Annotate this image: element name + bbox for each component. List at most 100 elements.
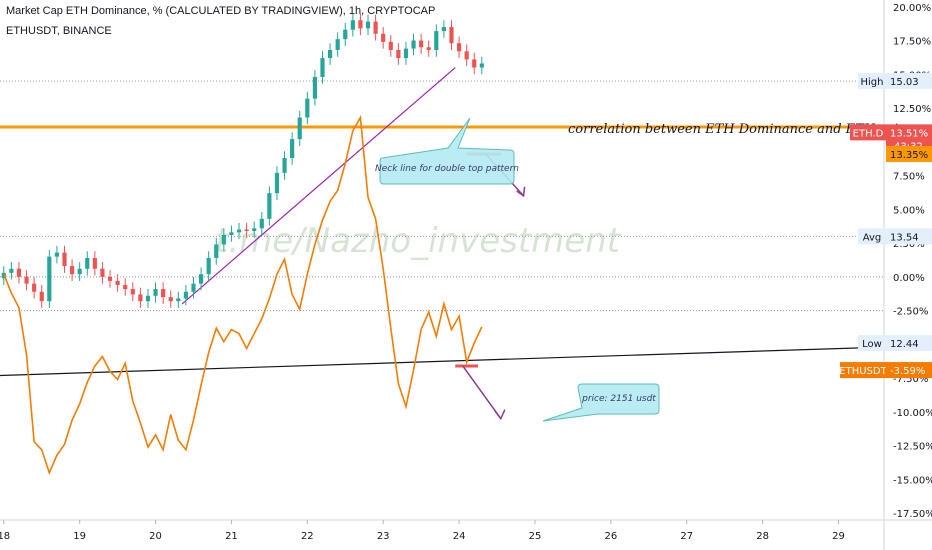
x-tick-label: 27 <box>680 531 693 542</box>
candle <box>161 289 166 298</box>
low-tag-label-bg <box>858 335 886 352</box>
candle <box>267 193 272 219</box>
level-value: 13.35% <box>890 150 928 161</box>
candle <box>335 39 340 50</box>
candle <box>229 232 234 236</box>
neckline-note: Neck line for double top pattern <box>375 164 519 174</box>
ethusdt-label: ETHUSDT <box>839 366 887 377</box>
candle <box>343 29 348 40</box>
y-tick-label: -2.50% <box>893 307 928 318</box>
candle <box>130 289 135 295</box>
candle <box>85 257 90 269</box>
y-tick-label: 0.00% <box>893 273 925 284</box>
candle <box>47 256 52 302</box>
candle <box>16 268 22 277</box>
arrow-head-bottom <box>494 409 506 421</box>
avg-tag-label: Avg <box>863 232 882 243</box>
candle <box>441 27 446 32</box>
candle <box>62 252 67 267</box>
neckline-callout[interactable] <box>379 117 515 185</box>
candle <box>456 43 462 52</box>
y-tick-label: 12.50% <box>893 104 931 115</box>
candle <box>77 268 82 275</box>
candle <box>274 172 280 194</box>
candle <box>54 252 59 257</box>
candle <box>479 63 484 68</box>
candle <box>107 276 113 281</box>
y-tick-label: -12.50% <box>893 442 932 453</box>
candle <box>358 20 363 29</box>
arrow-down-bottom <box>462 365 502 420</box>
candle <box>403 48 409 59</box>
candle <box>282 158 287 173</box>
candle <box>327 49 333 59</box>
candle <box>145 295 151 302</box>
y-tick-label: 17.50% <box>893 37 931 48</box>
candle <box>312 76 317 99</box>
support-trend-line[interactable] <box>0 346 885 377</box>
high-tag-label: High <box>861 77 884 88</box>
x-tick-label: 22 <box>301 531 314 542</box>
price-callout[interactable] <box>542 383 660 422</box>
avg-tag-label-bg <box>858 228 886 245</box>
price-note: price: 2151 usdt <box>581 394 656 404</box>
candle <box>297 117 302 140</box>
x-tick-label: 19 <box>73 531 86 542</box>
chart-title: Market Cap ETH Dominance, % (CALCULATED … <box>6 5 436 17</box>
candle <box>411 40 416 49</box>
ethusdt-value-bg <box>886 362 932 379</box>
y-tick-label: -7.50% <box>893 374 928 385</box>
x-tick-label: 20 <box>149 531 162 542</box>
x-tick-label: 28 <box>756 531 769 542</box>
candle <box>396 49 401 59</box>
candle <box>153 289 158 296</box>
ethd-label: ETH.D <box>853 128 884 139</box>
candle <box>426 47 431 50</box>
avg-tag-value: 13.54 <box>890 232 919 243</box>
ethusdt-label-bg <box>840 362 886 379</box>
candle <box>191 283 196 292</box>
ethusdt-price-line <box>3 114 483 475</box>
candle <box>221 235 226 245</box>
x-tick-label: 25 <box>529 531 542 542</box>
candle <box>24 276 29 284</box>
candle <box>214 244 219 258</box>
level-value-bg <box>886 145 932 162</box>
y-tick-label: -17.50% <box>893 509 932 520</box>
candle <box>236 229 242 233</box>
candle <box>434 31 439 50</box>
candle <box>449 27 454 44</box>
y-tick-label: 20.00% <box>893 3 931 14</box>
candle <box>206 257 211 275</box>
x-tick-label: 26 <box>604 531 617 542</box>
x-tick-label: 18 <box>0 531 10 542</box>
candle <box>290 139 295 159</box>
high-tag-value: 15.03 <box>890 77 919 88</box>
correlation-note: correlation between ETH Dominance and ET… <box>568 122 913 137</box>
candle <box>176 298 181 302</box>
candle <box>183 291 188 299</box>
chart-subtitle: ETHUSDT, BINANCE <box>6 25 112 37</box>
candle <box>388 41 393 50</box>
candle <box>32 283 37 292</box>
candle <box>350 20 355 30</box>
candle <box>464 51 469 60</box>
x-tick-label: 29 <box>832 531 845 542</box>
x-tick-label: 24 <box>453 531 466 542</box>
low-tag-value-bg <box>886 335 932 352</box>
candle <box>92 257 97 269</box>
neckline-trend-line[interactable] <box>181 67 456 305</box>
high-tag-label-bg <box>858 73 886 90</box>
candle <box>100 268 105 277</box>
candle <box>472 59 477 68</box>
y-tick-label: 5.00% <box>893 205 925 216</box>
candle <box>123 284 128 290</box>
candle <box>39 291 44 302</box>
watermark: t.me/Nazho_investment <box>215 221 622 261</box>
candle <box>305 98 310 118</box>
high-tag-value-bg <box>886 73 932 90</box>
low-tag-value: 12.44 <box>890 339 919 350</box>
candle <box>373 21 378 34</box>
x-tick-label: 23 <box>377 531 390 542</box>
